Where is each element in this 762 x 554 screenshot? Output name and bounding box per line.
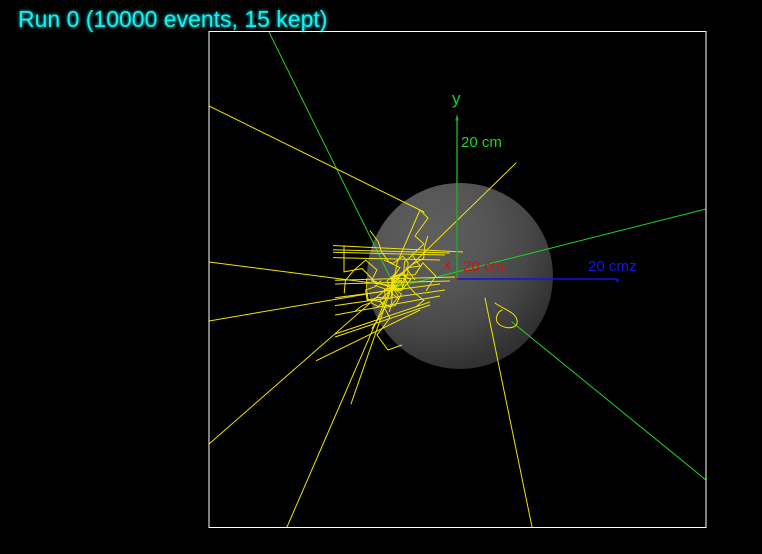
svg-text:y: y	[452, 89, 461, 108]
svg-text:20 cm: 20 cm	[588, 258, 629, 275]
svg-text:20 cm: 20 cm	[461, 134, 502, 151]
svg-text:x: x	[444, 257, 451, 272]
svg-text:z: z	[629, 258, 637, 275]
svg-text:20 cm: 20 cm	[463, 258, 504, 275]
